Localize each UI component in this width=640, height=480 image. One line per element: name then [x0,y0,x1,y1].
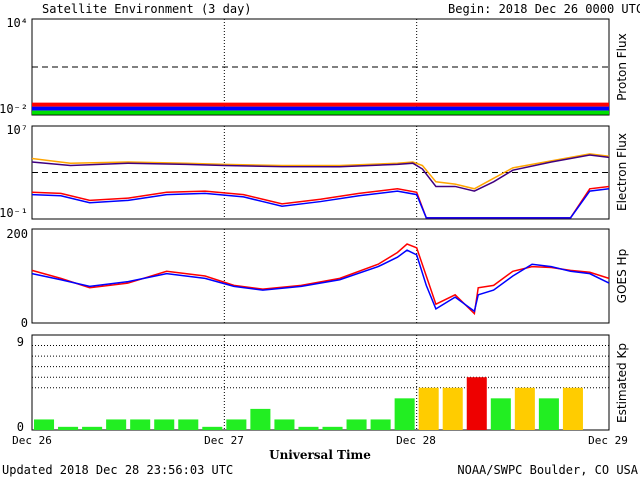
credit: NOAA/SWPC Boulder, CO USA [457,463,638,477]
goes-ytick-bottom: 0 [21,316,28,330]
kp-bar [370,419,391,430]
goes-hp-panel-frame [31,228,610,324]
kp-bar [538,398,559,430]
kp-bar [418,387,439,430]
kp-bar [562,387,583,430]
x-axis-label: Universal Time [269,448,371,462]
proton-ytick-bottom: 10⁻² [0,102,28,116]
goes-hp-label: GOES Hp [615,249,629,303]
kp-bar [394,398,415,430]
kp-bar [490,398,511,430]
kp-ytick-bottom: 0 [17,420,24,434]
electron-ytick-top: 10⁷ [6,123,28,137]
kp-bar [346,419,367,430]
electron-series-blue [31,188,610,219]
xtick-dec28: Dec 28 [396,434,436,447]
kp-bar [106,419,127,430]
electron-series-orange [31,153,610,190]
proton-ytick-top: 10⁴ [6,16,28,30]
kp-bar [250,408,271,430]
kp-panel-frame [31,334,610,431]
kp-bar [514,387,535,430]
plot-layer [31,19,610,430]
goes-ytick-top: 200 [6,227,28,241]
kp-bar [82,426,103,430]
kp-bar [322,426,343,430]
kp-bar [58,426,79,430]
kp-bar [298,426,319,430]
electron-flux-label: Electron Flux [615,133,629,211]
electron-ytick-bottom: 10⁻¹ [0,206,28,220]
kp-bar [178,419,199,430]
kp-bar [466,377,487,430]
kp-label: Estimated Kp [615,343,629,423]
proton-flux-label: Proton Flux [615,33,629,100]
xtick-dec27: Dec 27 [204,434,244,447]
kp-bar [154,419,175,430]
updated-time: Updated 2018 Dec 28 23:56:03 UTC [2,463,233,477]
kp-bar [274,419,295,430]
kp-bar [34,419,55,430]
begin-time: Begin: 2018 Dec 26 0000 UTC [448,2,640,16]
kp-bar [226,419,247,430]
kp-bar [442,387,463,430]
chart-title: Satellite Environment (3 day) [42,2,252,16]
xtick-dec26: Dec 26 [12,434,52,447]
goes-hp-series-red [31,243,610,316]
kp-bar [202,426,223,430]
kp-ytick-top: 9 [17,335,24,349]
goes-hp-series-blue [31,249,610,313]
xtick-dec29: Dec 29 [588,434,628,447]
electron-series-purple [31,154,610,192]
kp-bar [130,419,151,430]
